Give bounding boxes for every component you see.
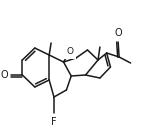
Text: O: O <box>0 70 8 80</box>
Text: O: O <box>66 48 73 56</box>
Text: O: O <box>114 28 122 38</box>
Text: F: F <box>51 117 57 127</box>
